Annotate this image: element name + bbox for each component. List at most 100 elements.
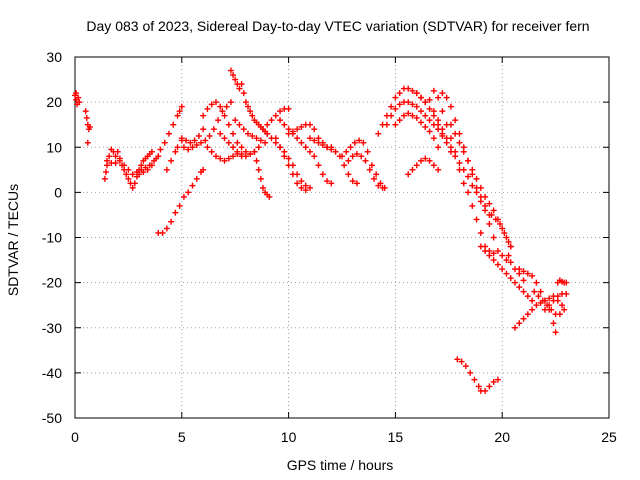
data-point: [289, 128, 296, 135]
data-point: [458, 358, 465, 365]
data-point: [349, 178, 356, 185]
data-point: [294, 126, 301, 133]
data-point: [148, 162, 155, 169]
data-point: [131, 180, 138, 187]
data-point: [315, 162, 322, 169]
data-point: [533, 302, 540, 309]
data-point: [494, 376, 501, 383]
data-point: [439, 108, 446, 115]
data-point: [247, 151, 254, 158]
data-point: [195, 132, 202, 139]
y-tick-label: -10: [42, 230, 62, 246]
data-point: [112, 160, 119, 167]
data-point: [345, 157, 352, 164]
chart-title: Day 083 of 2023, Sidereal Day-to-day VTE…: [86, 18, 589, 34]
data-point: [255, 166, 262, 173]
data-point: [204, 144, 211, 151]
series-arc-18: [277, 117, 335, 187]
data-point: [507, 243, 514, 250]
x-axis-label: GPS time / hours: [287, 457, 394, 473]
data-point: [405, 110, 412, 117]
data-point: [236, 85, 243, 92]
data-point: [83, 114, 90, 121]
data-point: [435, 166, 442, 173]
data-point: [477, 193, 484, 200]
data-point: [548, 306, 555, 313]
data-point: [129, 184, 136, 191]
data-point: [426, 128, 433, 135]
data-point: [225, 155, 232, 162]
data-point: [405, 85, 412, 92]
data-point: [507, 259, 514, 266]
data-point: [475, 383, 482, 390]
data-point: [490, 250, 497, 257]
data-point: [306, 184, 313, 191]
data-point: [193, 141, 200, 148]
data-point: [84, 139, 91, 146]
data-point: [168, 218, 175, 225]
data-point: [499, 225, 506, 232]
data-point: [253, 135, 260, 142]
series-arc-13: [232, 117, 269, 146]
data-point: [198, 139, 205, 146]
data-point: [232, 117, 239, 124]
data-point: [144, 166, 151, 173]
data-point: [86, 123, 93, 130]
series-arc-19: [272, 135, 309, 194]
data-point: [473, 184, 480, 191]
data-point: [512, 279, 519, 286]
data-point: [473, 216, 480, 223]
data-point: [272, 112, 279, 119]
data-point: [125, 175, 132, 182]
series-arc-11: [204, 144, 262, 164]
y-tick-label: 10: [46, 139, 62, 155]
data-point: [82, 108, 89, 115]
data-point: [454, 356, 461, 363]
data-point: [467, 369, 474, 376]
data-point: [516, 284, 523, 291]
data-point: [516, 320, 523, 327]
data-point: [102, 169, 109, 176]
data-point: [462, 363, 469, 370]
data-point: [245, 103, 252, 110]
x-tick-label: 25: [601, 429, 617, 445]
data-point: [473, 175, 480, 182]
data-point: [501, 229, 508, 236]
data-point: [503, 270, 510, 277]
data-point: [247, 108, 254, 115]
data-point: [264, 121, 271, 128]
data-point: [465, 189, 472, 196]
data-point: [550, 320, 557, 327]
data-point: [452, 153, 459, 160]
data-point: [285, 105, 292, 112]
data-point: [492, 216, 499, 223]
x-tick-label: 10: [281, 429, 297, 445]
data-point: [311, 137, 318, 144]
data-point: [311, 126, 318, 133]
data-point: [524, 270, 531, 277]
data-point: [285, 155, 292, 162]
data-point: [413, 103, 420, 110]
data-point: [469, 202, 476, 209]
data-point: [396, 90, 403, 97]
data-point: [225, 121, 232, 128]
data-point: [193, 175, 200, 182]
data-point: [168, 157, 175, 164]
data-point: [503, 257, 510, 264]
data-point: [405, 171, 412, 178]
data-point: [443, 94, 450, 101]
data-point: [238, 81, 245, 88]
data-point: [294, 180, 301, 187]
y-tick-label: 0: [54, 184, 62, 200]
data-point: [319, 141, 326, 148]
data-point: [460, 148, 467, 155]
data-point: [123, 171, 130, 178]
data-point: [180, 144, 187, 151]
data-point: [157, 146, 164, 153]
data-point: [104, 157, 111, 164]
data-point: [471, 376, 478, 383]
data-point: [405, 99, 412, 106]
data-point: [294, 135, 301, 142]
series-arc-14: [217, 130, 245, 158]
